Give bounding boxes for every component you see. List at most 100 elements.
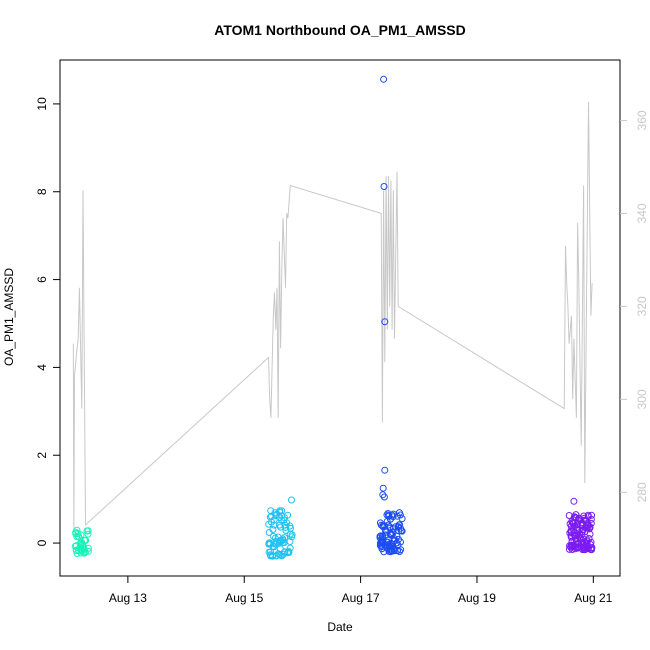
data-point xyxy=(588,511,596,519)
data-point xyxy=(73,526,81,534)
data-point xyxy=(378,534,386,542)
data-point xyxy=(276,545,284,553)
secondary-line-layer xyxy=(72,101,593,530)
outlier-point xyxy=(379,484,387,492)
y2-tick-label: 320 xyxy=(635,296,649,316)
data-point xyxy=(267,512,275,520)
data-point xyxy=(84,547,92,555)
data-point xyxy=(584,521,592,529)
data-point xyxy=(269,552,276,560)
outlier-point xyxy=(379,491,387,499)
data-point xyxy=(588,544,595,552)
data-point xyxy=(75,533,82,541)
data-point xyxy=(281,548,289,556)
y-tick-label: 2 xyxy=(35,452,49,459)
data-point xyxy=(387,515,395,523)
data-point xyxy=(584,545,592,553)
data-point xyxy=(586,530,594,538)
y2-tick-label: 360 xyxy=(635,110,649,130)
data-point xyxy=(381,526,389,534)
outlier-point xyxy=(570,497,578,505)
data-point xyxy=(284,511,292,519)
data-point xyxy=(391,537,398,545)
data-point xyxy=(273,552,280,560)
data-point xyxy=(84,530,92,538)
x-tick-label: Aug 21 xyxy=(574,591,612,605)
data-point xyxy=(269,526,277,533)
data-point xyxy=(74,546,82,554)
data-point xyxy=(577,535,585,542)
data-point xyxy=(286,530,294,538)
data-point xyxy=(276,507,284,515)
data-point xyxy=(384,510,392,517)
x-tick-label: Aug 15 xyxy=(225,591,263,605)
data-point xyxy=(81,537,89,544)
data-point xyxy=(569,542,577,550)
outlier-point xyxy=(288,496,295,504)
x-tick-label: Aug 13 xyxy=(109,591,147,605)
data-point xyxy=(386,530,394,538)
data-point xyxy=(282,523,290,531)
x-axis-label: Date xyxy=(327,620,353,634)
data-point xyxy=(265,539,273,547)
data-point xyxy=(583,524,591,532)
y-axis-right: 280 300 320 340 360 xyxy=(620,110,649,502)
y-axis-label: OA_PM1_AMSSD xyxy=(2,268,16,366)
data-point xyxy=(274,533,282,541)
x-tick-label: Aug 17 xyxy=(342,591,380,605)
y2-tick-label: 300 xyxy=(635,389,649,409)
data-point xyxy=(269,532,277,540)
outlier-point xyxy=(380,493,388,501)
data-point xyxy=(277,523,284,531)
data-point xyxy=(81,548,89,556)
data-point xyxy=(387,541,395,549)
outlier-point xyxy=(381,318,389,326)
data-point xyxy=(384,521,392,529)
y2-tick-label: 280 xyxy=(635,482,649,502)
y2-tick-label: 340 xyxy=(635,203,649,223)
data-point xyxy=(377,532,385,540)
data-point xyxy=(278,507,286,515)
data-point xyxy=(285,547,293,555)
data-point xyxy=(273,537,281,545)
data-point xyxy=(394,523,402,531)
data-point xyxy=(385,540,393,548)
data-point xyxy=(571,514,579,522)
outlier-point xyxy=(381,466,389,474)
data-point xyxy=(267,548,274,556)
x-tick-label: Aug 19 xyxy=(458,591,496,605)
chart-title: ATOM1 Northbound OA_PM1_AMSSD xyxy=(214,22,466,38)
data-point xyxy=(583,537,591,545)
data-point xyxy=(83,527,91,535)
x-axis: Aug 13 Aug 15 Aug 17 Aug 19 Aug 21 xyxy=(109,576,613,605)
data-point xyxy=(567,522,575,530)
y-tick-label: 10 xyxy=(35,97,49,111)
data-point xyxy=(272,512,280,520)
y-tick-label: 4 xyxy=(35,364,49,371)
data-point xyxy=(570,513,578,521)
y-tick-label: 0 xyxy=(35,539,49,546)
data-point xyxy=(386,523,394,531)
y-tick-label: 6 xyxy=(35,276,49,283)
outlier-point xyxy=(380,183,388,190)
points-layer xyxy=(71,75,596,560)
data-point xyxy=(570,543,578,551)
data-point xyxy=(393,539,401,547)
y-tick-label: 8 xyxy=(35,188,49,195)
secondary-series-line xyxy=(72,101,593,530)
data-point xyxy=(388,511,396,519)
data-point xyxy=(286,522,294,530)
y-axis: 0 2 4 6 8 10 xyxy=(35,97,60,546)
data-point xyxy=(398,515,406,523)
data-point xyxy=(394,546,402,554)
data-point xyxy=(376,519,384,527)
outlier-point xyxy=(380,75,388,83)
plot-frame xyxy=(59,59,621,577)
data-point xyxy=(573,535,581,543)
data-point xyxy=(580,512,588,520)
data-point xyxy=(270,521,278,529)
data-point xyxy=(395,509,403,517)
data-point xyxy=(383,511,391,519)
data-point xyxy=(578,531,586,539)
